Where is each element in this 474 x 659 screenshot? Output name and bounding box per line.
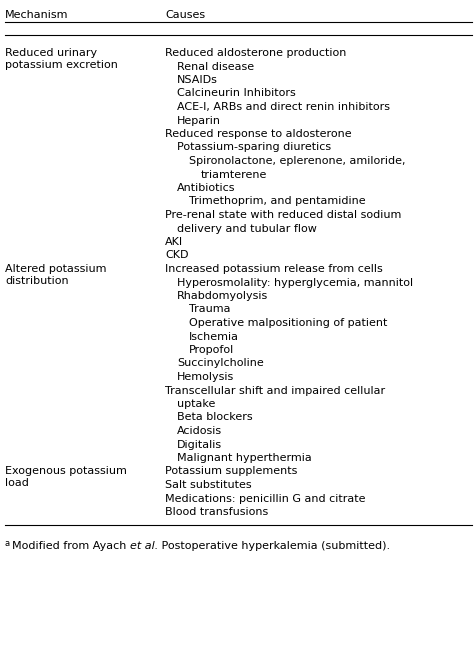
Text: AKI: AKI (165, 237, 183, 247)
Text: Causes: Causes (165, 10, 205, 20)
Text: Trauma: Trauma (189, 304, 230, 314)
Text: ACE-I, ARBs and direct renin inhibitors: ACE-I, ARBs and direct renin inhibitors (177, 102, 390, 112)
Text: Reduced aldosterone production: Reduced aldosterone production (165, 48, 346, 58)
Text: Medications: penicillin G and citrate: Medications: penicillin G and citrate (165, 494, 365, 503)
Text: Transcellular shift and impaired cellular: Transcellular shift and impaired cellula… (165, 386, 385, 395)
Text: Postoperative hyperkalemia (submitted).: Postoperative hyperkalemia (submitted). (158, 541, 391, 551)
Text: Renal disease: Renal disease (177, 61, 254, 71)
Text: Potassium supplements: Potassium supplements (165, 467, 297, 476)
Text: a: a (5, 539, 10, 548)
Text: et al.: et al. (130, 541, 158, 551)
Text: Propofol: Propofol (189, 345, 234, 355)
Text: Blood transfusions: Blood transfusions (165, 507, 268, 517)
Text: Operative malpositioning of patient: Operative malpositioning of patient (189, 318, 387, 328)
Text: CKD: CKD (165, 250, 189, 260)
Text: Succinylcholine: Succinylcholine (177, 358, 264, 368)
Text: Spironolactone, eplerenone, amiloride,: Spironolactone, eplerenone, amiloride, (189, 156, 405, 166)
Text: Antibiotics: Antibiotics (177, 183, 236, 193)
Text: Salt substitutes: Salt substitutes (165, 480, 252, 490)
Text: Pre-renal state with reduced distal sodium: Pre-renal state with reduced distal sodi… (165, 210, 401, 220)
Text: Potassium-sparing diuretics: Potassium-sparing diuretics (177, 142, 331, 152)
Text: Altered potassium
distribution: Altered potassium distribution (5, 264, 107, 285)
Text: NSAIDs: NSAIDs (177, 75, 218, 85)
Text: Malignant hyperthermia: Malignant hyperthermia (177, 453, 312, 463)
Text: Reduced urinary
potassium excretion: Reduced urinary potassium excretion (5, 48, 118, 70)
Text: Increased potassium release from cells: Increased potassium release from cells (165, 264, 383, 274)
Text: Heparin: Heparin (177, 115, 221, 125)
Text: Hemolysis: Hemolysis (177, 372, 234, 382)
Text: Acidosis: Acidosis (177, 426, 222, 436)
Text: Beta blockers: Beta blockers (177, 413, 253, 422)
Text: Modified from Ayach: Modified from Ayach (12, 541, 130, 551)
Text: Hyperosmolality: hyperglycemia, mannitol: Hyperosmolality: hyperglycemia, mannitol (177, 277, 413, 287)
Text: Ischemia: Ischemia (189, 331, 239, 341)
Text: triamterene: triamterene (201, 169, 267, 179)
Text: Digitalis: Digitalis (177, 440, 222, 449)
Text: uptake: uptake (177, 399, 215, 409)
Text: Trimethoprim, and pentamidine: Trimethoprim, and pentamidine (189, 196, 365, 206)
Text: Exogenous potassium
load: Exogenous potassium load (5, 467, 127, 488)
Text: Mechanism: Mechanism (5, 10, 69, 20)
Text: Reduced response to aldosterone: Reduced response to aldosterone (165, 129, 352, 139)
Text: delivery and tubular flow: delivery and tubular flow (177, 223, 317, 233)
Text: Calcineurin Inhibitors: Calcineurin Inhibitors (177, 88, 296, 98)
Text: Rhabdomyolysis: Rhabdomyolysis (177, 291, 268, 301)
